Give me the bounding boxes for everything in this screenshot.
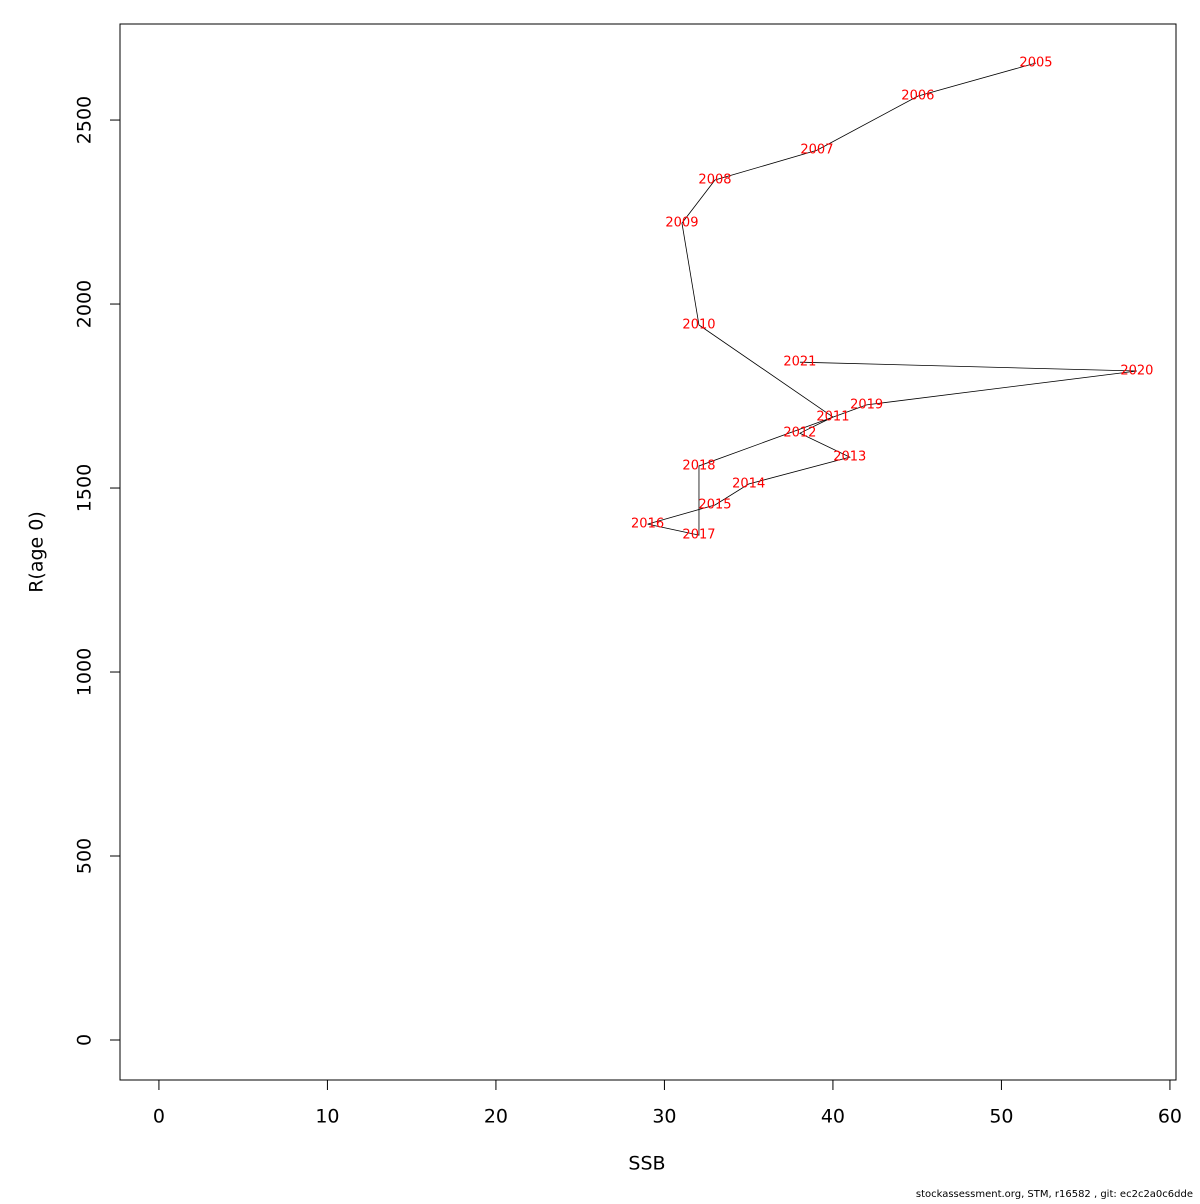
- point-label: 2005: [1019, 56, 1052, 71]
- y-tick-label: 1500: [74, 464, 96, 512]
- x-tick-label: 0: [153, 1106, 165, 1128]
- x-tick-label: 60: [1158, 1106, 1182, 1128]
- point-label: 2010: [682, 318, 715, 333]
- y-tick-label: 2500: [74, 96, 96, 144]
- point-label: 2008: [698, 173, 731, 188]
- point-label: 2012: [783, 426, 816, 441]
- point-label: 2021: [783, 355, 816, 370]
- y-axis-title: R(age 0): [26, 511, 48, 593]
- x-tick-label: 30: [652, 1106, 676, 1128]
- point-label: 2016: [631, 517, 664, 532]
- point-label: 2007: [800, 143, 833, 158]
- x-tick-label: 20: [484, 1106, 508, 1128]
- footer: stockassessment.org, STM, r16582 , git: …: [916, 1189, 1193, 1200]
- y-tick-label: 1000: [74, 648, 96, 696]
- point-label: 2014: [732, 476, 765, 491]
- point-label: 2013: [833, 450, 866, 465]
- x-tick-label: 50: [989, 1106, 1013, 1128]
- point-label: 2006: [901, 89, 934, 104]
- series-line: [647, 62, 1137, 536]
- y-tick-label: 2000: [74, 280, 96, 328]
- x-axis-title: SSB: [628, 1153, 665, 1175]
- point-label: 2015: [698, 497, 731, 512]
- point-label: 2011: [816, 410, 849, 425]
- point-label: 2018: [682, 458, 715, 473]
- x-tick-label: 10: [315, 1106, 339, 1128]
- point-label: 2019: [850, 397, 883, 412]
- point-label: 2017: [682, 528, 715, 543]
- plot-box: [119, 23, 1177, 1081]
- point-label: 2009: [665, 216, 698, 231]
- point-label: 2020: [1120, 364, 1153, 379]
- y-tick-label: 500: [74, 838, 96, 874]
- x-tick-label: 40: [821, 1106, 845, 1128]
- y-tick-label: 0: [74, 1034, 96, 1046]
